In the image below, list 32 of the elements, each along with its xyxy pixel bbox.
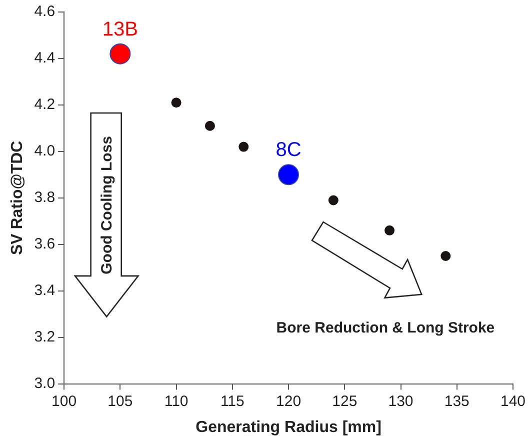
series-label: 8C	[276, 139, 302, 162]
x-tick-label: 130	[388, 392, 414, 410]
point	[110, 43, 131, 64]
y-tick-label: 3.4	[34, 282, 56, 299]
y-tick-label: 4.4	[34, 50, 56, 67]
y-tick-label: 4.6	[34, 3, 56, 20]
y-axis-title: SV Ratio@TDC	[9, 140, 26, 256]
y-tick-label: 3.6	[34, 236, 56, 253]
y-tick-label: 3.2	[34, 328, 56, 346]
y-tick-label: 3.8	[34, 189, 56, 206]
x-tick-label: 110	[164, 392, 188, 410]
point	[384, 225, 395, 236]
series-label: 13B	[102, 18, 138, 40]
x-tick-label: 105	[108, 392, 133, 410]
x-tick-label: 115	[220, 392, 244, 410]
x-tick-label: 120	[276, 392, 302, 410]
point	[171, 98, 182, 108]
point	[238, 142, 249, 152]
y-tick-label: 3.0	[34, 374, 56, 392]
y-tick-label: 4.2	[34, 96, 56, 114]
point	[328, 195, 338, 206]
x-tick-label: 125	[332, 392, 358, 410]
x-tick-label: 140	[500, 392, 526, 410]
annotation: Good Cooling Loss	[98, 136, 116, 274]
point	[278, 164, 300, 186]
point	[204, 120, 215, 131]
annotation: Bore Reduction & Long Stroke	[276, 320, 495, 337]
x-axis-title: Generating Radius [mm]	[196, 418, 382, 436]
x-tick-label: 100	[52, 392, 77, 410]
y-tick-label: 4.0	[34, 142, 56, 160]
x-tick-label: 135	[444, 392, 470, 410]
point	[440, 250, 451, 261]
